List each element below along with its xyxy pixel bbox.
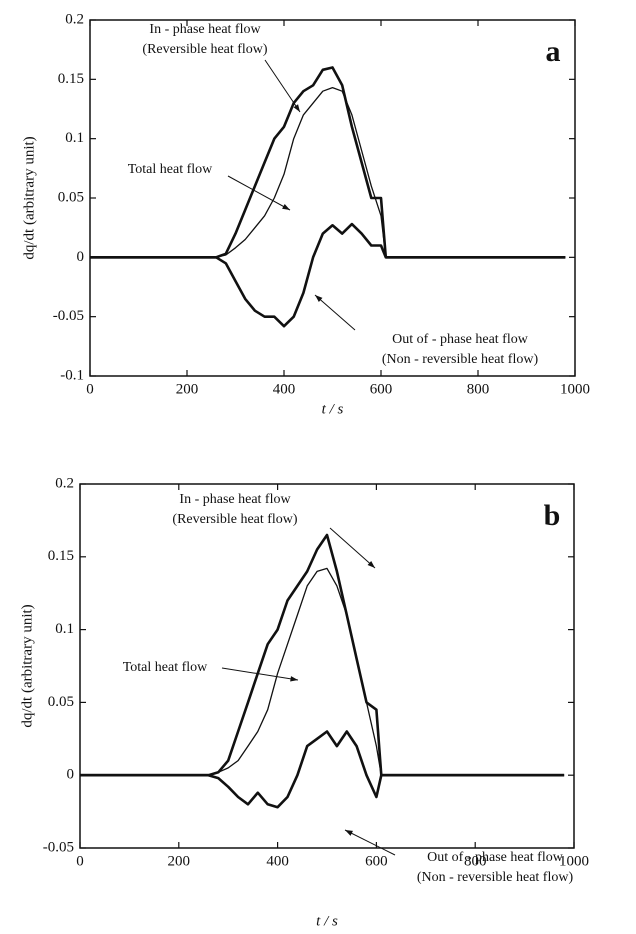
y-tick-label: -0.05: [43, 839, 74, 855]
series-line: [90, 86, 566, 258]
x-tick-label: 0: [86, 381, 94, 397]
y-tick-label: -0.1: [60, 367, 84, 383]
arrow-head: [367, 560, 375, 568]
y-tick-label: 0.05: [58, 189, 84, 205]
y-tick-label: 0.15: [48, 548, 74, 564]
series-annotation-note: (Non - reversible heat flow): [382, 352, 539, 367]
y-tick-label: 0: [77, 249, 85, 265]
y-axis-label: dq/dt (arbitrary unit): [19, 604, 35, 727]
panel-label: b: [544, 499, 561, 532]
annotation-arrow: [221, 667, 299, 681]
arrow-head: [345, 830, 353, 836]
series-annotation: Out of - phase heat flow: [427, 850, 564, 865]
x-tick-label: 800: [467, 381, 490, 397]
x-tick-label: 400: [273, 381, 296, 397]
y-tick-label: 0.2: [65, 11, 84, 27]
annotation-arrow: [344, 829, 396, 856]
y-tick-label: 0.1: [65, 130, 84, 146]
x-tick-label: 800: [464, 853, 487, 869]
series-annotation: In - phase heat flow: [179, 492, 291, 507]
plot-frame: [89, 19, 576, 377]
y-tick-label: 0.1: [55, 621, 74, 637]
series-annotation: Total heat flow: [128, 162, 213, 177]
series-line: [90, 222, 566, 328]
series-annotation: In - phase heat flow: [149, 22, 261, 37]
series-line: [80, 730, 565, 809]
annotation-arrow: [227, 175, 291, 211]
plot-frame: [79, 483, 575, 849]
series-line: [90, 66, 566, 259]
arrow-head: [315, 295, 323, 303]
y-tick-label: -0.05: [53, 308, 84, 324]
series-annotation: Out of - phase heat flow: [392, 332, 529, 347]
y-tick-label: 0: [67, 767, 75, 783]
series-line: [80, 567, 565, 776]
x-tick-label: 200: [176, 381, 199, 397]
series-annotation: Total heat flow: [123, 660, 208, 675]
series-annotation-note: (Reversible heat flow): [172, 512, 298, 527]
x-tick-label: 600: [365, 853, 388, 869]
y-tick-label: 0.2: [55, 475, 74, 491]
panel-label: a: [546, 35, 561, 68]
arrow-head: [290, 676, 298, 682]
arrow-head: [282, 203, 290, 210]
x-tick-label: 1000: [559, 853, 589, 869]
x-tick-label: 0: [76, 853, 84, 869]
y-axis-label: dq/dt (arbitrary unit): [21, 136, 37, 259]
series-line: [80, 533, 565, 777]
x-tick-label: 200: [168, 853, 191, 869]
annotation-arrow: [329, 527, 376, 569]
chart-panel: 0 200 400 600 800 1000 -0.1 -0.05 0 0.05 0.1 0.15 0.…: [21, 11, 590, 417]
series-annotation-note: (Reversible heat flow): [142, 42, 268, 57]
y-tick-label: 0.05: [48, 694, 74, 710]
arrow-head: [293, 104, 300, 112]
y-tick-label: 0.15: [58, 71, 84, 87]
annotation-arrow: [264, 59, 301, 113]
x-tick-label: 400: [266, 853, 289, 869]
annotation-arrow: [314, 294, 356, 331]
x-axis-label: t / s: [322, 401, 344, 417]
x-axis-label: t / s: [316, 913, 338, 929]
x-tick-label: 600: [370, 381, 393, 397]
series-annotation-note: (Non - reversible heat flow): [417, 870, 574, 885]
x-tick-label: 1000: [560, 381, 590, 397]
